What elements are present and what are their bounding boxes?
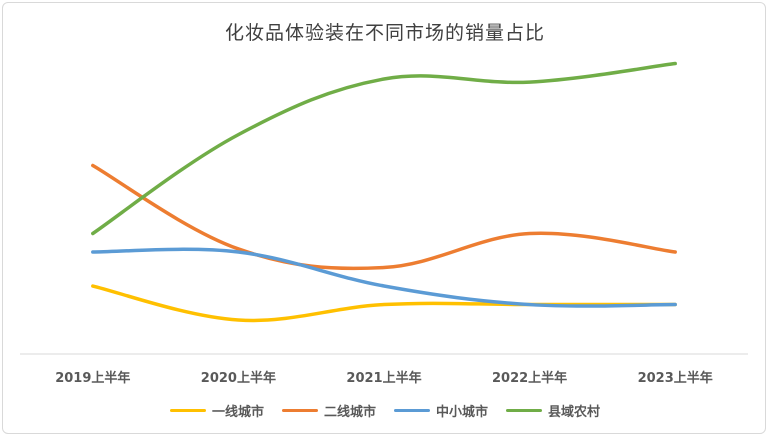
x-tick-label: 2020上半年	[201, 370, 276, 386]
legend-label: 中小城市	[436, 405, 489, 420]
legend-label: 二线城市	[323, 405, 376, 420]
series-line-4	[91, 61, 677, 236]
legend-label: 县域农村	[548, 405, 601, 420]
legend-item: 中小城市	[394, 401, 488, 420]
series-line-2	[91, 163, 677, 271]
x-tick-label: 2023上半年	[638, 370, 713, 386]
legend-swatch	[394, 409, 430, 412]
legend-item: 一线城市	[169, 401, 264, 420]
chart-frame	[2, 2, 766, 434]
series-line-1	[91, 284, 677, 323]
legend-item: 二线城市	[281, 401, 376, 420]
legend-swatch	[281, 409, 318, 412]
legend-item: 县域农村	[506, 401, 600, 420]
series-line-3	[91, 247, 677, 308]
chart-title: 化妆品体验装在不同市场的销量占比	[224, 22, 545, 44]
legend-swatch	[169, 409, 206, 412]
chart-legend: 一线城市 二线城市 中小城市 县域农村	[0, 401, 770, 420]
x-tick-label: 2022上半年	[492, 370, 567, 386]
x-tick-label: 2021上半年	[346, 370, 421, 386]
legend-swatch	[506, 409, 543, 412]
x-tick-label: 2019上半年	[55, 370, 130, 386]
legend-label: 一线城市	[211, 405, 264, 420]
